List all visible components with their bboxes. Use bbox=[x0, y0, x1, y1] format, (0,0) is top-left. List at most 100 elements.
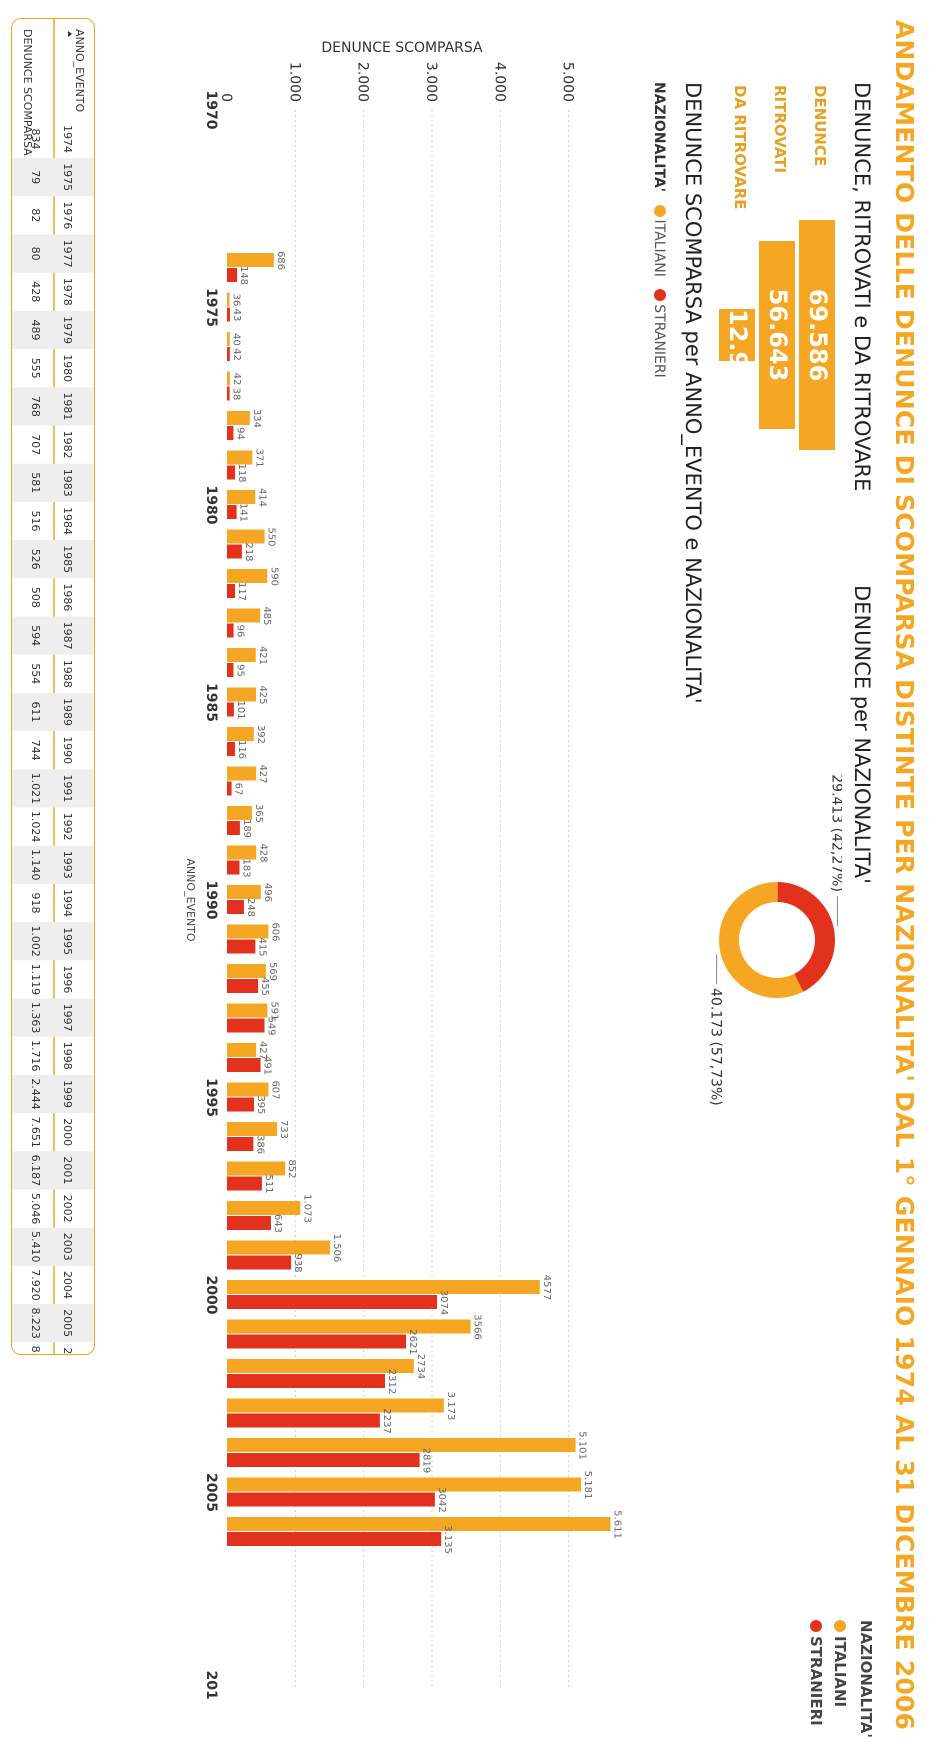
bar-italiani-1978 bbox=[227, 410, 250, 425]
x-tick-label: 1970 bbox=[203, 91, 219, 130]
data-label-italiani: 3566 bbox=[472, 1314, 483, 1339]
data-label-italiani: 1.073 bbox=[301, 1194, 312, 1223]
table-cell-value: 7.920 bbox=[29, 1269, 42, 1301]
bar-italiani-1976 bbox=[227, 331, 230, 346]
donut-chart: 40.173 (57,73%) 29.413 (42,27%) bbox=[708, 774, 842, 1106]
table-cell-year: 1987 bbox=[61, 622, 74, 650]
data-label-italiani: 425 bbox=[257, 685, 268, 704]
table-cell-value: 581 bbox=[29, 472, 42, 493]
table-cell-year: 1991 bbox=[61, 774, 74, 802]
bar-legend-italiani[interactable]: ITALIANI bbox=[651, 219, 667, 277]
bar-italiani-2000 bbox=[227, 1279, 540, 1294]
kpi-bar-ritrovati[interactable]: 56.643 bbox=[759, 241, 795, 429]
data-label-italiani: 40 bbox=[231, 333, 242, 346]
bar-stranieri-1995 bbox=[227, 1097, 254, 1112]
data-label-stranieri: 118 bbox=[236, 463, 247, 482]
data-label-stranieri: 2237 bbox=[381, 1408, 392, 1433]
kpi-value-denunce: 69.586 bbox=[804, 288, 832, 382]
bar-chart-legend: NAZIONALITA' ITALIANI STRANIERI bbox=[651, 82, 667, 378]
bar-stranieri-1996 bbox=[227, 1137, 254, 1152]
bar-stranieri-1978 bbox=[227, 426, 234, 441]
bar-legend-title: NAZIONALITA' bbox=[651, 82, 667, 193]
data-label-stranieri: 183 bbox=[241, 858, 252, 877]
donut-legend-italiani[interactable]: ITALIANI bbox=[831, 1620, 849, 1707]
page-title: ANDAMENTO DELLE DENUNCE DI SCOMPARSA DIS… bbox=[890, 20, 919, 1731]
bar-italiani-1988 bbox=[227, 805, 252, 820]
bar-italiani-2005 bbox=[227, 1477, 582, 1492]
data-label-italiani: 421 bbox=[257, 646, 268, 665]
table-cell-year: 1995 bbox=[61, 927, 74, 955]
table-cell-year: 1979 bbox=[61, 316, 74, 344]
y-tick-label: 5.000 bbox=[560, 62, 576, 102]
y-tick-label: 3.000 bbox=[423, 62, 439, 102]
bar-stranieri-2005 bbox=[227, 1492, 435, 1507]
bar-italiani-1979 bbox=[226, 450, 253, 465]
table-cell-value: 8.223 bbox=[29, 1307, 42, 1339]
bar-stranieri-1989 bbox=[227, 860, 240, 875]
donut-label: 40.173 (57,73%) bbox=[708, 988, 724, 1106]
donut-title: DENUNCE per NAZIONALITA' bbox=[850, 585, 874, 884]
donut-legend-label-stranieri: STRANIERI bbox=[807, 1636, 825, 1726]
table-row-stripe bbox=[12, 387, 94, 426]
table-cell-value: 611 bbox=[29, 702, 42, 723]
data-label-italiani: 5.611 bbox=[611, 1510, 622, 1539]
bar-italiani-1990 bbox=[227, 884, 261, 899]
bar-italiani-2006 bbox=[227, 1516, 611, 1531]
data-label-stranieri: 455 bbox=[259, 977, 270, 996]
bar-italiani-1999 bbox=[227, 1240, 330, 1255]
bar-italiani-1986 bbox=[226, 726, 254, 741]
data-label-stranieri: 3074 bbox=[438, 1290, 449, 1315]
data-label-stranieri: 2621 bbox=[407, 1329, 418, 1354]
data-label-italiani: 3.173 bbox=[445, 1392, 456, 1421]
table-cell-year: 1974 bbox=[61, 125, 74, 153]
data-label-italiani: 606 bbox=[269, 922, 280, 941]
donut-slice-italiani bbox=[719, 882, 804, 998]
bar-legend-stranieri[interactable]: STRANIERI bbox=[651, 304, 667, 378]
table-cell-year: 1986 bbox=[61, 583, 74, 611]
table-cell-year: 2001 bbox=[61, 1156, 74, 1184]
table-cell-year: 1984 bbox=[61, 507, 74, 535]
table-cell-value: 526 bbox=[29, 549, 42, 570]
data-label-italiani: 1.506 bbox=[331, 1234, 342, 1263]
data-label-stranieri: 95 bbox=[234, 664, 245, 677]
table-cell-year: 1977 bbox=[61, 240, 74, 268]
data-label-stranieri: 2819 bbox=[421, 1448, 432, 1473]
table-grid: ANNO_EVENTO DENUNCE SCOMPARSA 1974 834 1975 7… bbox=[12, 19, 94, 1354]
bar-italiani-1996 bbox=[227, 1121, 278, 1136]
table-cell-year: 1989 bbox=[61, 698, 74, 726]
data-label-italiani: 607 bbox=[269, 1080, 280, 1099]
bar-stranieri-1990 bbox=[226, 900, 244, 915]
bar-stranieri-1985 bbox=[227, 702, 234, 717]
bar-stranieri-2002 bbox=[227, 1374, 385, 1389]
kpi-bar-da-ritrovare[interactable]: 12.943 bbox=[719, 309, 755, 402]
sort-ascending-icon bbox=[68, 31, 72, 37]
kpi-bar-denunce[interactable]: 69.586 bbox=[799, 220, 835, 450]
table-cell-value: 6.187 bbox=[29, 1155, 42, 1187]
table-cell-year: 1976 bbox=[61, 201, 74, 229]
table-cell-year: 2006 bbox=[61, 1347, 74, 1354]
data-label-italiani: 392 bbox=[255, 725, 266, 744]
legend-dot-stranieri-icon bbox=[810, 1620, 822, 1632]
bar-stranieri-1979 bbox=[226, 465, 236, 480]
x-tick-label: 1975 bbox=[203, 288, 219, 327]
table-cell-year: 1988 bbox=[61, 660, 74, 688]
x-tick-label: 1985 bbox=[203, 683, 219, 722]
table-cell-value: 834 bbox=[29, 129, 42, 150]
table-cell-year: 1978 bbox=[61, 278, 74, 306]
data-label-stranieri: 491 bbox=[262, 1056, 273, 1075]
data-label-stranieri: 511 bbox=[263, 1174, 274, 1193]
table-cell-value: 918 bbox=[29, 893, 42, 914]
data-label-stranieri: 643 bbox=[272, 1214, 283, 1233]
bar-italiani-1987 bbox=[227, 766, 257, 781]
data-label-stranieri: 395 bbox=[255, 1095, 266, 1114]
x-tick-label: 2010 bbox=[203, 1671, 219, 1700]
bar-italiani-2003 bbox=[227, 1398, 444, 1413]
donut-legend-stranieri[interactable]: STRANIERI bbox=[807, 1620, 825, 1726]
bar-stranieri-2006 bbox=[227, 1532, 442, 1547]
table-cell-value: 82 bbox=[29, 208, 42, 222]
table-row-stripe bbox=[12, 922, 94, 961]
table-cell-year: 1981 bbox=[61, 392, 74, 420]
bar-stranieri-1988 bbox=[227, 821, 240, 836]
x-tick-label: 1995 bbox=[203, 1078, 219, 1117]
